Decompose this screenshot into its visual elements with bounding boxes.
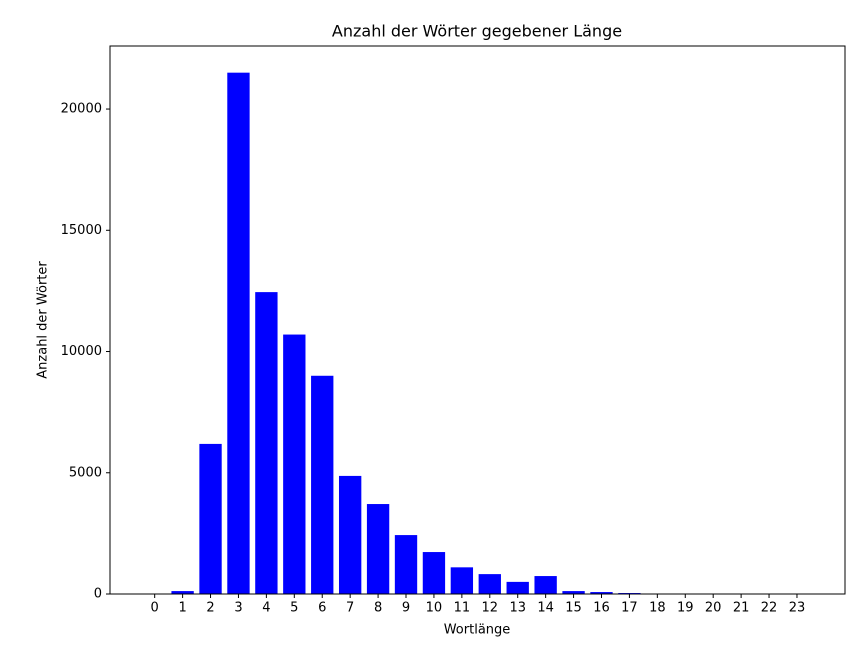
x-tick-label: 3 — [234, 601, 242, 616]
bar — [366, 504, 390, 594]
bar — [422, 552, 446, 594]
x-tick-label: 23 — [789, 601, 806, 616]
y-tick-label: 20000 — [61, 102, 102, 117]
x-tick-label: 12 — [482, 601, 499, 616]
x-tick-label: 9 — [402, 601, 410, 616]
bar — [311, 375, 334, 594]
y-axis-label: Anzahl der Wörter — [36, 261, 51, 379]
y-tick-label: 0 — [94, 587, 102, 602]
y-tick-label: 15000 — [61, 223, 102, 238]
chart-title: Anzahl der Wörter gegebener Länge — [332, 22, 622, 41]
x-tick-label: 11 — [454, 601, 471, 616]
x-tick-label: 17 — [621, 601, 638, 616]
x-tick-label: 22 — [761, 601, 778, 616]
bar — [199, 443, 222, 594]
y-tick-label: 5000 — [69, 465, 102, 480]
bar — [562, 591, 585, 594]
bar — [338, 475, 362, 594]
bar — [506, 581, 529, 594]
x-tick-label: 16 — [593, 601, 610, 616]
x-tick-label: 14 — [537, 601, 554, 616]
bar — [394, 535, 418, 594]
x-tick-label: 2 — [206, 601, 214, 616]
x-tick-label: 15 — [565, 601, 582, 616]
bar — [171, 591, 194, 594]
x-tick-label: 20 — [705, 601, 722, 616]
x-tick-label: 19 — [677, 601, 694, 616]
bar — [255, 292, 278, 594]
bar — [450, 567, 474, 594]
x-tick-label: 0 — [151, 601, 159, 616]
x-tick-label: 6 — [318, 601, 326, 616]
x-tick-label: 8 — [374, 601, 382, 616]
y-tick-label: 10000 — [61, 344, 102, 359]
bar — [227, 72, 250, 595]
bar — [590, 592, 613, 594]
x-tick-label: 5 — [290, 601, 298, 616]
x-tick-label: 21 — [733, 601, 750, 616]
x-axis-label: Wortlänge — [444, 623, 511, 638]
bar — [534, 576, 557, 594]
x-tick-label: 10 — [426, 601, 443, 616]
x-tick-label: 4 — [262, 601, 270, 616]
bar — [283, 334, 306, 594]
x-tick-label: 7 — [346, 601, 354, 616]
x-tick-label: 18 — [649, 601, 666, 616]
bar — [478, 574, 501, 594]
x-tick-label: 1 — [178, 601, 186, 616]
x-tick-label: 13 — [509, 601, 526, 616]
plot-frame — [109, 45, 846, 595]
